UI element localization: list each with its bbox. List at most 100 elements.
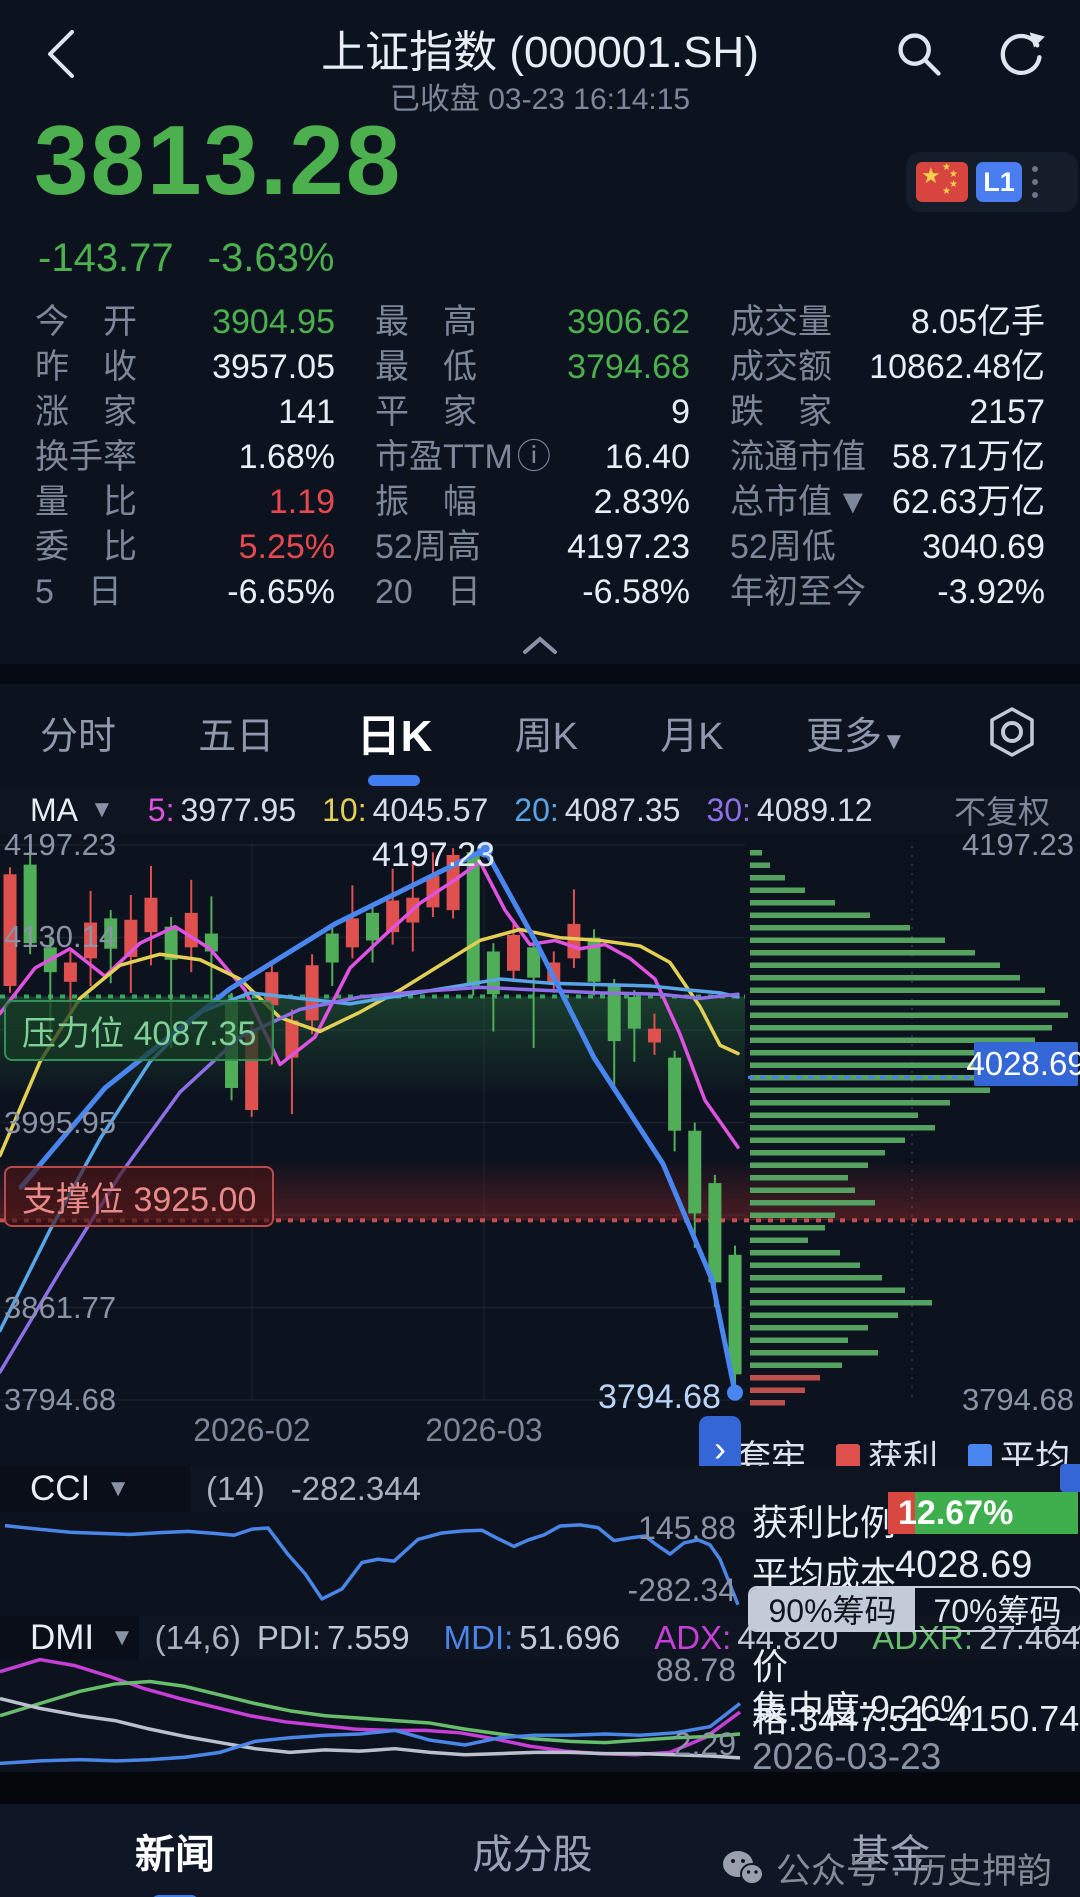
nav-item-成分股[interactable]: 成分股 — [472, 1832, 593, 1877]
candle-body — [466, 852, 480, 986]
stat-value: -6.58% — [582, 573, 690, 611]
volume-profile-bar — [750, 900, 835, 906]
stat-value: 62.63万亿 — [891, 483, 1045, 521]
toggle-70%筹码[interactable]: 70%筹码 — [933, 1593, 1062, 1629]
stat-cell: 流通市值 58.71万亿 — [730, 429, 1045, 478]
back-icon[interactable] — [42, 26, 82, 82]
stat-cell: 52周低 3040.69 — [730, 519, 1045, 568]
stat-label: 成交量 — [730, 303, 832, 341]
volume-profile-bar — [750, 875, 785, 881]
stat-label: 最 低 — [375, 348, 477, 386]
volume-profile-bar — [750, 925, 910, 931]
dmi-chart[interactable] — [0, 1648, 745, 1770]
dmi-metric-value: 7.559 — [327, 1619, 410, 1656]
level-badge[interactable]: L1 — [976, 162, 1022, 202]
volume-profile-bar — [750, 1362, 842, 1368]
line-MA5 — [0, 860, 740, 1150]
stat-label: 52周高 — [375, 528, 481, 566]
volume-profile-bar — [750, 1100, 950, 1106]
volume-profile-bar — [750, 1175, 848, 1181]
candle-body — [486, 951, 500, 995]
search-icon[interactable] — [893, 28, 945, 80]
chip-date: 2026-03-23 — [752, 1736, 942, 1777]
volume-profile-bar — [750, 1162, 868, 1168]
stat-cell: 5 日 -6.65% — [35, 564, 335, 613]
volume-profile-bar — [750, 1387, 805, 1393]
dmi-min-label: 2.29 — [673, 1726, 736, 1762]
cci-line — [4, 1523, 740, 1606]
ma-label[interactable]: MA — [30, 791, 78, 828]
stats-row: 昨 收 3957.05 最 低 3794.68 成交额 10862.48亿 — [0, 341, 1080, 386]
x-axis-label: 2026-02 — [193, 1412, 311, 1448]
nav-item-基金[interactable]: 基金 — [850, 1832, 930, 1877]
tab-更多[interactable]: 更多▼ — [805, 715, 906, 758]
candle-body — [607, 985, 621, 1042]
collapse-chevron-icon[interactable] — [522, 636, 558, 656]
cci-chart[interactable] — [0, 1514, 745, 1616]
ma-item: 30: 4089.12 — [706, 792, 872, 829]
dmi-metric: PDI: 7.559 — [257, 1619, 410, 1657]
kline-chart[interactable] — [0, 838, 1080, 1413]
stat-cell: 总市值 ▼ 62.63万亿 — [730, 474, 1045, 523]
stat-cell: 年初至今 -3.92% — [730, 564, 1045, 613]
y-axis-label-right: 3794.68 — [961, 1382, 1074, 1417]
stat-label: 年初至今 — [730, 573, 866, 611]
more-menu-icon[interactable] — [1032, 166, 1038, 198]
tab-日K[interactable]: 日K — [357, 700, 433, 764]
stat-label: 平 家 — [375, 393, 477, 431]
avg-cost-price-badge: 4028.69 — [966, 1042, 1080, 1086]
toggle-90%筹码[interactable]: 90%筹码 — [750, 1588, 915, 1630]
volume-profile-bar — [750, 1200, 875, 1206]
stat-value: -3.92% — [937, 573, 1045, 611]
peak-annotation: 4197.23 — [372, 836, 495, 874]
stat-value: 16.40 — [604, 438, 690, 476]
candle-body — [527, 947, 541, 978]
section-divider — [0, 664, 1080, 684]
stat-cell: 昨 收 3957.05 — [35, 339, 335, 388]
price-range: 价格:3447.51~4150.74 — [752, 1646, 1080, 1739]
tab-分时[interactable]: 分时 — [40, 715, 117, 758]
nav-item-新闻[interactable]: 新闻 — [135, 1822, 215, 1880]
volume-profile-bar — [750, 987, 1045, 993]
candle-body — [507, 934, 520, 971]
stat-label: 委 比 — [35, 528, 137, 566]
stat-label: 最 高 — [375, 303, 477, 341]
y-axis-label: 3861.77 — [4, 1289, 117, 1325]
volume-profile-bar — [750, 1300, 932, 1306]
ma-caret-icon[interactable]: ▼ — [90, 796, 114, 823]
stat-value: 58.71万亿 — [891, 438, 1045, 476]
stat-value: 9 — [671, 393, 690, 431]
china-flag-icon: ★ ★ ★ ★ ★ — [916, 162, 968, 202]
candle-body — [587, 937, 601, 982]
profit-ratio-value: 12.67% — [898, 1494, 1014, 1532]
dmi-selector[interactable]: DMI ▼ — [0, 1616, 139, 1660]
tab-周K[interactable]: 周K — [514, 715, 579, 758]
adjust-mode[interactable]: 不复权 — [953, 794, 1050, 830]
chart-settings-icon[interactable] — [988, 706, 1036, 758]
cci-selector[interactable]: CCI ▼ — [0, 1466, 190, 1512]
tab-月K[interactable]: 月K — [660, 715, 724, 758]
avg-line-dot — [727, 1384, 743, 1401]
volume-profile-bar — [750, 1087, 990, 1093]
stat-label: 涨 家 — [35, 393, 137, 431]
candle-body — [688, 1130, 702, 1214]
info-icon[interactable]: ⓘ — [516, 438, 551, 476]
stat-cell: 振 幅 2.83% — [375, 474, 690, 523]
volume-profile-bar — [750, 1237, 808, 1243]
dmi-metric: MDI: 51.696 — [444, 1619, 621, 1657]
candle-body — [366, 912, 380, 941]
volume-profile-bar — [750, 1037, 1035, 1043]
caret-down-icon[interactable]: ▼ — [836, 483, 870, 521]
period-tabs: 分时 五日 日K 周K 月K 更多▼ — [0, 686, 1080, 778]
candle-body — [23, 864, 37, 944]
bottom-nav: 新闻 成分股 基金 — [0, 1804, 1080, 1897]
refresh-icon[interactable] — [995, 28, 1047, 80]
ma-values: 5: 3977.95 10: 4045.57 20: 4087.35 30: 4089.12 — [148, 792, 873, 829]
ma-item: 5: 3977.95 — [148, 792, 296, 829]
volume-profile-bar — [750, 1187, 855, 1193]
stat-cell: 最 高 3906.62 — [375, 294, 690, 343]
tab-五日[interactable]: 五日 — [198, 715, 275, 758]
stat-label: 流通市值 — [730, 438, 866, 476]
dmi-line-ADXR — [0, 1679, 741, 1745]
line-MA10 — [0, 927, 740, 1158]
